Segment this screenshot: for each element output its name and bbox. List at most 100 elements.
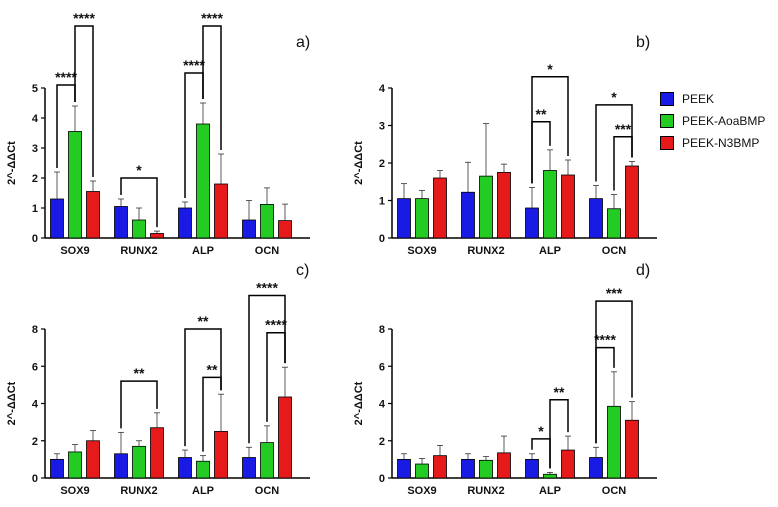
bar-a-sox9-peek: [50, 198, 64, 239]
significance-stars-c: ****: [265, 317, 287, 333]
significance-bracket-d: [595, 300, 633, 444]
bar-b-sox9-peek: [397, 198, 411, 239]
bar-a-sox9-peek-n3bmp: [86, 191, 100, 239]
bar-d-runx2-peek-aoabmp: [479, 459, 493, 479]
significance-stars-b: *: [611, 89, 617, 105]
y-tick-label-b: 2: [379, 158, 385, 170]
x-tick-label-b-alp: ALP: [539, 245, 561, 257]
bar-c-sox9-peek: [50, 458, 64, 479]
significance-bracket-a: [120, 177, 158, 228]
legend-label-peek-n3bmp: PEEK-N3BMP: [682, 136, 760, 150]
bar-d-ocn-peek-n3bmp: [625, 419, 639, 479]
panel-label-c: c): [296, 262, 310, 279]
y-axis-label-d: 2^-ΔΔCt: [353, 381, 365, 425]
x-tick-label-d-alp: ALP: [539, 485, 561, 497]
bar-b-ocn-peek-n3bmp: [625, 165, 639, 239]
significance-stars-d: *: [538, 423, 544, 439]
x-tick-label-a-sox9: SOX9: [60, 245, 89, 257]
significance-stars-c: **: [207, 361, 218, 377]
significance-stars-a: ****: [73, 10, 95, 26]
significance-stars-c: ****: [256, 279, 278, 295]
panel-label-a: a): [296, 34, 311, 51]
bar-b-runx2-peek: [461, 191, 475, 239]
bar-d-alp-peek-n3bmp: [561, 449, 575, 479]
significance-stars-d: ***: [606, 285, 623, 301]
x-tick-label-a-runx2: RUNX2: [120, 245, 157, 257]
bar-a-alp-peek-aoabmp: [196, 123, 210, 239]
bar-c-sox9-peek-n3bmp: [86, 440, 100, 479]
legend-label-peek: PEEK: [682, 92, 715, 106]
significance-stars-b: **: [536, 106, 547, 122]
bar-c-runx2-peek-aoabmp: [132, 445, 146, 479]
bar-d-alp-peek-aoabmp: [543, 473, 557, 479]
panel-label-b: b): [636, 34, 651, 51]
bar-a-runx2-peek-n3bmp: [150, 233, 164, 239]
significance-bracket-c: [248, 294, 286, 444]
x-tick-label-d-ocn: OCN: [602, 485, 627, 497]
y-tick-label-b: 1: [379, 196, 385, 208]
significance-bracket-d: [549, 399, 569, 469]
y-tick-label-c: 6: [32, 361, 38, 373]
y-tick-label-b: 4: [379, 83, 386, 95]
bar-c-alp-peek: [178, 457, 192, 479]
legend-item-peek: PEEK: [660, 88, 765, 110]
x-tick-label-c-runx2: RUNX2: [120, 485, 157, 497]
significance-bracket-c: [184, 328, 222, 447]
significance-stars-d: **: [554, 384, 565, 400]
bar-c-runx2-peek: [114, 453, 128, 479]
significance-stars-c: **: [134, 365, 145, 381]
significance-bracket-b: [613, 136, 633, 191]
significance-stars-c: **: [198, 313, 209, 329]
x-tick-label-d-sox9: SOX9: [407, 485, 436, 497]
y-tick-label-d: 6: [379, 361, 385, 373]
bar-d-runx2-peek: [461, 458, 475, 479]
bar-a-ocn-peek: [242, 219, 256, 239]
significance-bracket-c: [266, 331, 286, 422]
bar-b-ocn-peek-aoabmp: [607, 208, 621, 239]
bar-b-alp-peek-n3bmp: [561, 174, 575, 239]
bar-d-sox9-peek: [397, 458, 411, 479]
x-tick-label-b-ocn: OCN: [602, 245, 627, 257]
significance-stars-a: ****: [201, 10, 223, 26]
y-tick-label-a: 1: [32, 203, 38, 215]
legend: PEEK PEEK-AoaBMP PEEK-N3BMP: [660, 88, 765, 154]
panel-label-d: d): [636, 262, 651, 279]
bar-b-alp-peek: [525, 207, 539, 239]
y-tick-label-d: 0: [379, 473, 385, 485]
x-tick-label-b-runx2: RUNX2: [467, 245, 504, 257]
bar-d-runx2-peek-n3bmp: [497, 452, 511, 479]
bar-a-sox9-peek-aoabmp: [68, 131, 82, 239]
bar-d-ocn-peek-aoabmp: [607, 405, 621, 479]
significance-bracket-c: [120, 380, 158, 429]
y-tick-label-c: 0: [32, 473, 38, 485]
significance-stars-a: *: [136, 162, 142, 178]
y-tick-label-a: 2: [32, 173, 38, 185]
bar-b-sox9-peek-n3bmp: [433, 177, 447, 239]
y-tick-label-a: 3: [32, 143, 38, 155]
significance-bracket-a: [74, 25, 94, 177]
y-tick-label-a: 5: [32, 83, 38, 95]
significance-stars-b: ***: [615, 121, 632, 137]
bar-b-alp-peek-aoabmp: [543, 170, 557, 239]
x-tick-label-b-sox9: SOX9: [407, 245, 436, 257]
bar-c-sox9-peek-aoabmp: [68, 451, 82, 479]
y-tick-label-c: 4: [32, 399, 39, 411]
legend-swatch-peek-aoabmp: [660, 114, 674, 128]
bar-c-alp-peek-aoabmp: [196, 460, 210, 479]
bar-c-ocn-peek: [242, 457, 256, 479]
bar-b-sox9-peek-aoabmp: [415, 198, 429, 239]
bar-c-ocn-peek-n3bmp: [278, 396, 292, 479]
y-tick-label-c: 2: [32, 436, 38, 448]
y-axis-label-a: 2^-ΔΔCt: [6, 141, 18, 185]
bar-b-runx2-peek-aoabmp: [479, 175, 493, 239]
bar-d-alp-peek: [525, 458, 539, 479]
significance-bracket-b: [531, 76, 569, 184]
x-tick-label-d-runx2: RUNX2: [467, 485, 504, 497]
bar-a-ocn-peek-aoabmp: [260, 203, 274, 239]
y-tick-label-d: 8: [379, 324, 385, 336]
bar-a-ocn-peek-n3bmp: [278, 220, 292, 239]
